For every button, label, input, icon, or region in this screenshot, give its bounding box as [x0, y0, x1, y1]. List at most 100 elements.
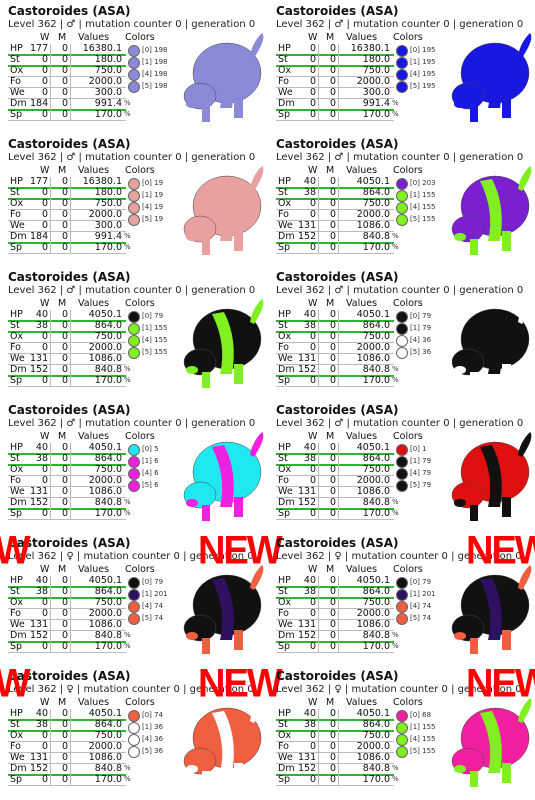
stat-w: 0 — [41, 65, 48, 76]
col-border — [318, 775, 319, 786]
color-swatch — [128, 734, 140, 746]
card-subtitle: Level 362 | ♀ | mutation counter 0 | gen… — [8, 684, 254, 695]
stat-w: 0 — [309, 774, 316, 785]
card-subtitle: Level 362 | ♂ | mutation counter 0 | gen… — [276, 285, 524, 296]
row-border — [8, 76, 126, 77]
col-border — [318, 243, 319, 254]
stat-value: 1086.0 — [88, 619, 122, 630]
stat-name: Sp — [10, 242, 23, 253]
col-border — [338, 720, 339, 731]
row-border — [276, 220, 394, 221]
col-border — [50, 66, 51, 77]
stat-m: 0 — [329, 375, 336, 386]
stat-value: 4050.1 — [356, 442, 390, 453]
stat-name: St — [278, 719, 288, 730]
col-border — [318, 354, 319, 365]
col-border — [338, 221, 339, 232]
column-header: W — [308, 564, 318, 575]
stat-m: 0 — [329, 608, 336, 619]
col-border — [70, 709, 71, 720]
highlight-line — [276, 597, 394, 599]
stat-w: 40 — [35, 575, 48, 586]
stat-name: HP — [278, 442, 291, 453]
row-border — [276, 353, 394, 354]
stat-m: 0 — [61, 242, 68, 253]
col-border — [318, 598, 319, 609]
stat-w: 0 — [41, 198, 48, 209]
stat-name: Fo — [278, 741, 289, 752]
column-header: Values — [78, 32, 110, 43]
stat-name: Sp — [10, 109, 23, 120]
col-border — [338, 55, 339, 66]
stat-name: Ox — [278, 65, 292, 76]
card-subtitle: Level 362 | ♀ | mutation counter 0 | gen… — [8, 551, 254, 562]
highlight-line — [276, 198, 394, 200]
stat-m: 0 — [329, 497, 336, 508]
stat-value: 170.0 — [94, 508, 122, 519]
col-border — [338, 343, 339, 354]
creature-image — [183, 33, 264, 122]
card-title: Castoroides (ASA) — [276, 536, 399, 550]
stat-name: We — [278, 353, 293, 364]
stat-unit: % — [124, 764, 131, 772]
stat-value: 170.0 — [362, 508, 390, 519]
color-swatch — [396, 468, 408, 480]
color-label: [1] 79 — [410, 324, 432, 332]
color-label: [5] 19 — [142, 215, 164, 223]
color-label: [1] 198 — [142, 58, 168, 66]
stat-w: 0 — [41, 242, 48, 253]
stat-w: 152 — [30, 763, 49, 774]
row-border — [276, 763, 394, 764]
color-label: [1] 19 — [142, 191, 164, 199]
col-border — [338, 243, 339, 254]
highlight-line — [8, 586, 126, 588]
col-border — [338, 77, 339, 88]
col-border — [70, 110, 71, 121]
stat-unit: % — [124, 243, 131, 251]
col-border — [50, 731, 51, 742]
col-border — [50, 55, 51, 66]
col-border — [338, 332, 339, 343]
col-border — [318, 77, 319, 88]
row-border — [8, 231, 126, 232]
stat-value: 300.0 — [94, 87, 122, 98]
stat-value: 1086.0 — [88, 353, 122, 364]
stat-m: 0 — [61, 730, 68, 741]
stat-m: 0 — [329, 98, 336, 109]
creature-image — [451, 33, 532, 122]
stat-m: 0 — [329, 442, 336, 453]
stat-m: 0 — [61, 109, 68, 120]
highlight-line — [8, 331, 126, 333]
column-header: W — [40, 32, 50, 43]
color-label: [4] 36 — [410, 336, 432, 344]
row-border — [8, 364, 126, 365]
row-border — [276, 619, 394, 620]
stat-value: 840.8 — [362, 630, 390, 641]
stat-unit: % — [124, 232, 131, 240]
stat-m: 0 — [61, 763, 68, 774]
stat-value: 170.0 — [362, 375, 390, 386]
new-badge: NEW — [466, 661, 535, 707]
stat-w: 0 — [309, 475, 316, 486]
col-border — [318, 365, 319, 376]
stat-value: 750.0 — [94, 198, 122, 209]
col-border — [70, 221, 71, 232]
stat-name: We — [278, 619, 293, 630]
stat-unit: % — [392, 509, 399, 517]
stat-w: 40 — [303, 176, 316, 187]
stat-unit: % — [124, 631, 131, 639]
stat-m: 0 — [61, 708, 68, 719]
stat-m: 0 — [329, 475, 336, 486]
stat-m: 0 — [329, 464, 336, 475]
col-border — [50, 587, 51, 598]
card-subtitle: Level 362 | ♂ | mutation counter 0 | gen… — [8, 418, 256, 429]
stat-name: Sp — [278, 109, 291, 120]
highlight-line — [276, 453, 394, 455]
stat-name: We — [10, 87, 25, 98]
stat-w: 0 — [41, 597, 48, 608]
column-header: W — [40, 165, 50, 176]
col-border — [318, 753, 319, 764]
column-header: Values — [346, 165, 378, 176]
stat-w: 0 — [309, 597, 316, 608]
row-border — [276, 253, 394, 254]
